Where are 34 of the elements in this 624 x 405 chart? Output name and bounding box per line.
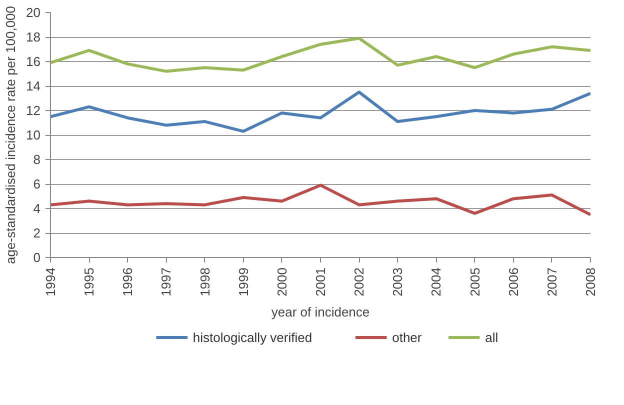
y-tick-label: 6	[33, 176, 41, 192]
x-tick-label: 1996	[120, 268, 136, 296]
x-axis-title: year of incidence	[271, 304, 370, 320]
x-tick-label: 2008	[583, 268, 598, 296]
x-tick-label: 2006	[506, 268, 521, 296]
x-tick-label: 1998	[197, 268, 212, 296]
y-tick-label: 20	[26, 5, 41, 20]
y-tick-label: 16	[26, 54, 41, 69]
x-tick-label: 2004	[428, 268, 444, 296]
y-tick-label: 8	[33, 152, 41, 167]
y-tick-label: 4	[33, 201, 41, 216]
legend-label: all	[485, 330, 498, 345]
line-series	[50, 184, 590, 216]
x-tick-label: 2007	[544, 268, 560, 296]
y-tick-label: 10	[26, 128, 41, 142]
x-tick-label: 1999	[236, 268, 251, 296]
legend-label: histologically verified	[192, 330, 312, 345]
line-series	[50, 90, 590, 133]
x-tick-label: 2005	[467, 268, 482, 296]
y-tick-label: 14	[26, 78, 41, 94]
x-tick-label: 2003	[390, 268, 406, 296]
y-tick-label: 12	[26, 103, 41, 118]
x-tick-label: 2000	[274, 268, 290, 296]
x-tick-label: 2001	[313, 268, 328, 296]
x-tick-label: 1997	[158, 268, 174, 296]
y-tick-label: 0	[33, 250, 41, 265]
x-tick-label: 1994	[43, 268, 58, 296]
x-tick-label: 2002	[352, 268, 367, 296]
x-tick-label: 1995	[82, 268, 97, 296]
legend-label: other	[392, 330, 422, 345]
line-series	[50, 36, 590, 73]
y-tick-label: 2	[33, 226, 41, 240]
y-axis-title: age-standardised incidence rate per 100,000	[3, 6, 18, 264]
y-tick-label: 18	[26, 30, 41, 44]
